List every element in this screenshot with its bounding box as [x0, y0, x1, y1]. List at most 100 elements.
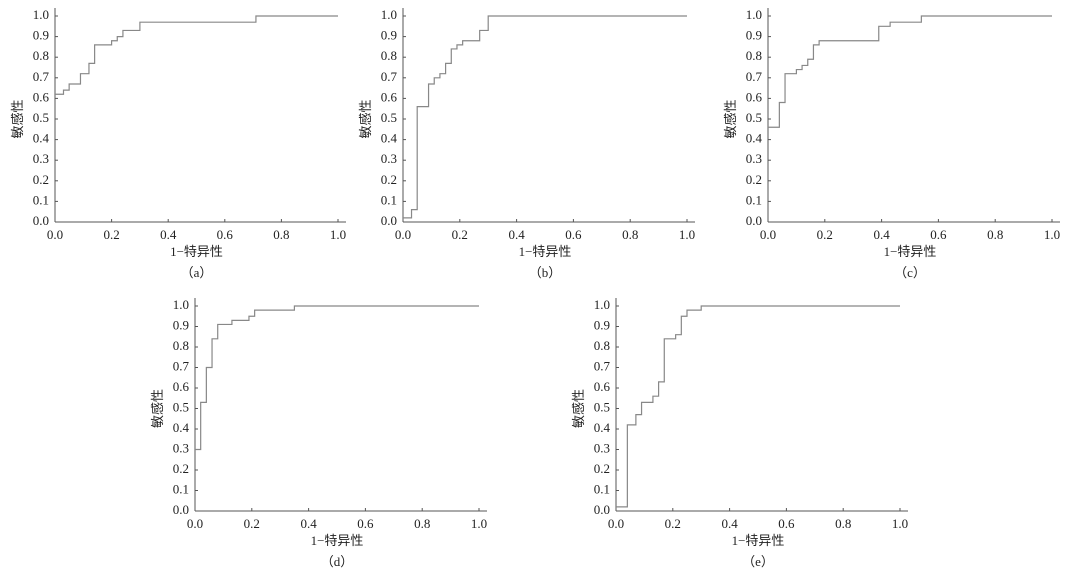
y-tick-label: 0.1	[33, 192, 49, 207]
x-tick-label: 0.8	[273, 227, 289, 242]
y-tick-label: 1.0	[173, 297, 189, 312]
y-tick-label: 0.2	[594, 461, 610, 476]
panel-caption: （a）	[181, 265, 213, 280]
x-tick-label: 1.0	[471, 516, 487, 531]
y-axis-label: 敏感性	[723, 99, 738, 138]
y-tick-label: 0.3	[746, 151, 762, 166]
y-tick-label: 0.9	[33, 28, 49, 43]
y-tick-label: 0.0	[173, 502, 189, 517]
x-tick-label: 0.8	[622, 227, 638, 242]
x-tick-label: 0.0	[187, 516, 203, 531]
x-axis-label: 1−特异性	[311, 533, 364, 548]
y-tick-label: 0.5	[33, 110, 49, 125]
y-tick-label: 0.7	[33, 69, 50, 84]
panel-caption: （b）	[529, 265, 562, 280]
x-tick-label: 0.4	[160, 227, 177, 242]
x-tick-label: 0.0	[608, 516, 624, 531]
panel-caption: （e）	[742, 554, 774, 569]
y-tick-label: 0.0	[381, 213, 397, 228]
roc-curve	[403, 15, 687, 219]
y-tick-label: 0.6	[173, 379, 190, 394]
x-tick-label: 0.4	[721, 516, 738, 531]
y-tick-label: 0.1	[173, 481, 189, 496]
y-tick-label: 0.4	[594, 420, 611, 435]
x-tick-label: 0.4	[300, 516, 317, 531]
roc-curve	[768, 15, 1052, 128]
x-tick-label: 0.6	[357, 516, 374, 531]
y-tick-label: 0.5	[746, 110, 762, 125]
y-tick-label: 0.3	[381, 151, 397, 166]
y-tick-label: 1.0	[381, 7, 397, 22]
x-tick-label: 0.6	[930, 227, 947, 242]
roc-curve	[55, 15, 338, 95]
x-tick-label: 0.2	[452, 227, 468, 242]
y-axis-label: 敏感性	[10, 99, 25, 138]
x-tick-label: 0.2	[665, 516, 681, 531]
x-tick-label: 1.0	[330, 227, 346, 242]
y-tick-label: 0.0	[746, 213, 762, 228]
x-tick-label: 0.8	[835, 516, 851, 531]
y-tick-label: 0.8	[746, 48, 762, 63]
y-tick-label: 0.5	[381, 110, 397, 125]
y-tick-label: 1.0	[33, 7, 49, 22]
y-tick-label: 0.9	[173, 317, 189, 332]
y-tick-label: 0.6	[33, 89, 50, 104]
y-axis-label: 敏感性	[571, 389, 586, 428]
y-tick-label: 0.7	[594, 358, 611, 373]
x-tick-label: 0.8	[987, 227, 1003, 242]
panel-caption: （c）	[894, 265, 926, 280]
y-tick-label: 0.2	[173, 461, 189, 476]
x-tick-label: 0.0	[395, 227, 411, 242]
y-tick-label: 0.4	[173, 420, 190, 435]
y-tick-label: 0.4	[33, 131, 50, 146]
x-tick-label: 0.0	[760, 227, 776, 242]
y-tick-label: 0.2	[381, 172, 397, 187]
x-axis-label: 1−特异性	[884, 244, 937, 259]
x-tick-label: 0.6	[565, 227, 582, 242]
panel-caption: （d）	[321, 554, 354, 569]
y-tick-label: 0.2	[33, 172, 49, 187]
x-axis-label: 1−特异性	[519, 244, 572, 259]
x-tick-label: 0.2	[244, 516, 260, 531]
y-tick-label: 0.7	[381, 69, 398, 84]
roc-curve	[616, 305, 900, 508]
y-tick-label: 0.1	[381, 192, 397, 207]
x-axis-label: 1−特异性	[170, 244, 223, 259]
x-tick-label: 1.0	[1044, 227, 1060, 242]
y-tick-label: 0.6	[746, 89, 763, 104]
y-tick-label: 0.3	[594, 440, 610, 455]
y-axis-label: 敏感性	[150, 389, 165, 428]
y-tick-label: 1.0	[594, 297, 610, 312]
y-tick-label: 0.8	[33, 48, 49, 63]
x-tick-label: 0.8	[414, 516, 430, 531]
y-axis-label: 敏感性	[358, 99, 373, 138]
x-axis-label: 1−特异性	[732, 533, 785, 548]
y-tick-label: 0.6	[594, 379, 611, 394]
y-tick-label: 0.5	[594, 399, 610, 414]
x-tick-label: 0.2	[817, 227, 833, 242]
y-tick-label: 0.4	[381, 131, 398, 146]
x-tick-label: 0.4	[873, 227, 890, 242]
x-tick-label: 0.6	[217, 227, 234, 242]
y-tick-label: 0.8	[173, 338, 189, 353]
y-tick-label: 0.8	[381, 48, 397, 63]
y-tick-label: 0.7	[173, 358, 190, 373]
x-tick-label: 1.0	[892, 516, 908, 531]
y-tick-label: 0.9	[594, 317, 610, 332]
y-tick-label: 0.9	[746, 28, 762, 43]
y-tick-label: 0.8	[594, 338, 610, 353]
y-tick-label: 0.6	[381, 89, 398, 104]
y-tick-label: 0.5	[173, 399, 189, 414]
y-tick-label: 0.4	[746, 131, 763, 146]
y-tick-label: 0.7	[746, 69, 763, 84]
y-tick-label: 0.9	[381, 28, 397, 43]
y-tick-label: 0.1	[746, 192, 762, 207]
y-tick-label: 0.2	[746, 172, 762, 187]
x-tick-label: 1.0	[679, 227, 695, 242]
roc-curve	[195, 305, 479, 451]
y-tick-label: 0.0	[33, 213, 49, 228]
y-tick-label: 0.0	[594, 502, 610, 517]
y-tick-label: 0.3	[173, 440, 189, 455]
x-tick-label: 0.4	[508, 227, 525, 242]
y-tick-label: 0.3	[33, 151, 49, 166]
